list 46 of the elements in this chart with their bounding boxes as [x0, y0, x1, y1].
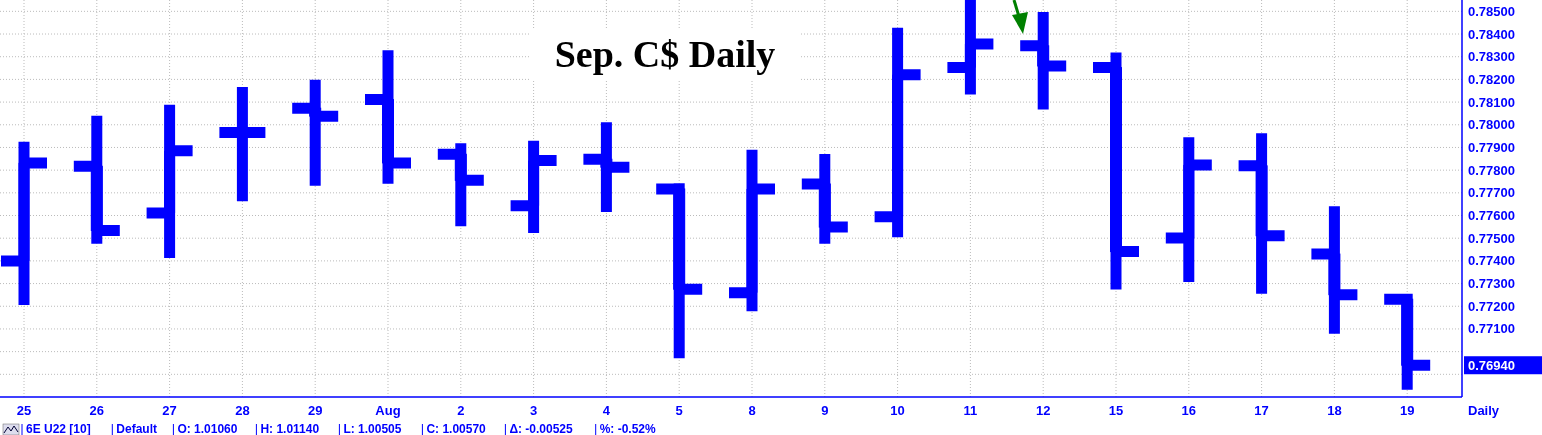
- x-tick-label: 25: [16, 403, 32, 418]
- y-tick-label: 0.78500: [1468, 3, 1515, 19]
- x-tick-label: 9: [821, 403, 829, 418]
- y-tick-label: 0.77200: [1468, 298, 1515, 314]
- x-tick-label: 5: [675, 403, 683, 418]
- text: %: -0.52%: [599, 422, 657, 435]
- x-tick-label: 15: [1108, 403, 1124, 418]
- x-tick-label: 3: [529, 403, 538, 418]
- text: 0.76940: [1468, 357, 1515, 373]
- text: Δ: -0.00525: [509, 422, 574, 435]
- x-tick-label: 2: [457, 403, 465, 418]
- y-tick-label: 0.78100: [1468, 94, 1515, 110]
- y-tick-label: 0.77400: [1468, 253, 1515, 269]
- text: Default: [116, 422, 157, 435]
- x-tick-label: 26: [89, 403, 105, 418]
- x-tick-label: 12: [1035, 403, 1051, 418]
- text: 6E U22 [10]: [26, 422, 91, 435]
- x-tick-label: 17: [1254, 403, 1269, 418]
- x-tick-label: 8: [748, 403, 756, 418]
- y-tick-label: 0.77100: [1468, 321, 1515, 337]
- y-tick-label: 0.78300: [1468, 49, 1515, 65]
- x-tick-label: Aug: [375, 403, 401, 418]
- x-tick-label: 28: [235, 403, 250, 418]
- text: Sep. C$ Daily: [554, 33, 776, 75]
- text: O: 1.01060: [177, 422, 238, 435]
- text: L: 1.00505: [343, 422, 402, 435]
- text: C: 1.00570: [426, 422, 487, 435]
- y-tick-label: 0.78400: [1468, 26, 1515, 42]
- x-tick-label: 27: [162, 403, 177, 418]
- x-tick-label: 4: [602, 403, 611, 418]
- y-tick-label: 0.77500: [1468, 230, 1515, 246]
- y-tick-label: 0.77900: [1468, 140, 1515, 156]
- x-tick-label: 16: [1181, 403, 1197, 418]
- text: Daily: [1468, 403, 1500, 418]
- y-tick-label: 0.78200: [1468, 71, 1515, 87]
- x-tick-label: 18: [1327, 403, 1342, 418]
- y-tick-label: 0.77300: [1468, 276, 1515, 292]
- y-tick-label: 0.77600: [1468, 208, 1515, 224]
- y-tick-label: 0.78000: [1468, 117, 1515, 133]
- y-tick-label: 0.77800: [1468, 162, 1515, 178]
- y-tick-label: 0.77700: [1468, 185, 1515, 201]
- x-tick-label: 10: [890, 403, 905, 418]
- x-tick-label: 29: [307, 403, 323, 418]
- text: H: 1.01140: [260, 422, 320, 435]
- x-tick-label: 19: [1399, 403, 1415, 418]
- x-tick-label: 11: [963, 403, 978, 418]
